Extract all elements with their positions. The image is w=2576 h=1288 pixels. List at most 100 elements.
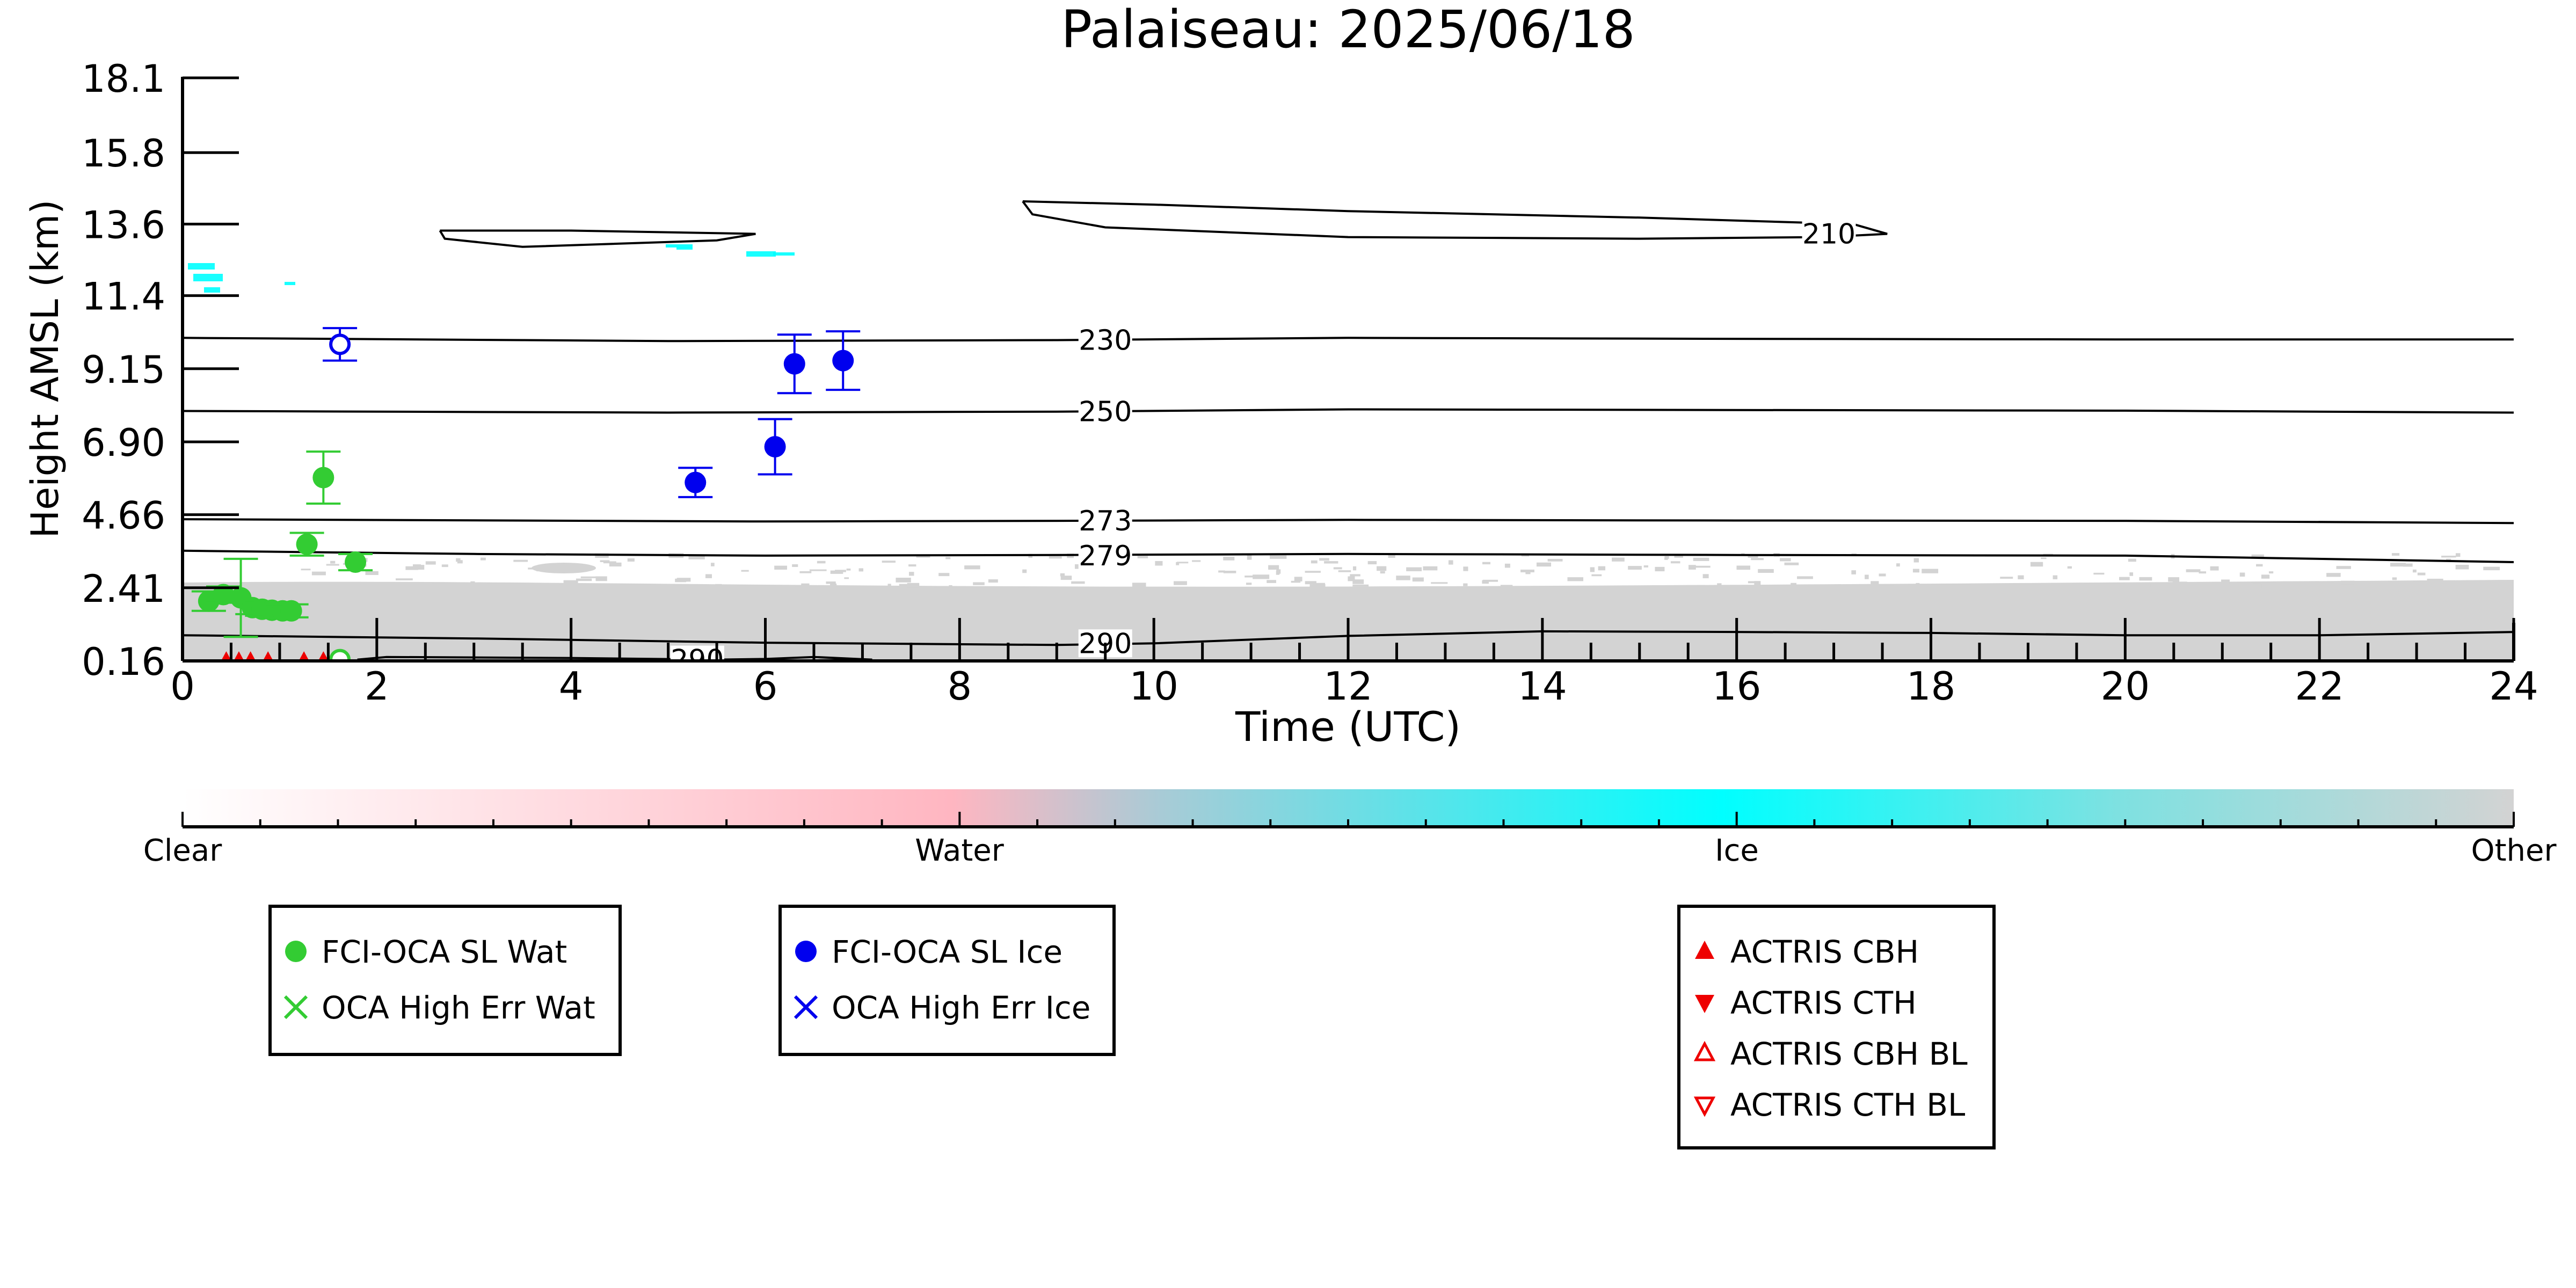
- other-class-speck: [1717, 583, 1722, 587]
- y-tick-label: 13.6: [82, 203, 165, 247]
- other-class-speck: [1748, 581, 1755, 584]
- x-tick-label: 4: [559, 664, 584, 709]
- other-class-speck: [1406, 567, 1422, 571]
- other-class-speck: [1155, 561, 1163, 566]
- contour-label-bg: [1078, 507, 1132, 535]
- y-ticks: 18.1 15.8 13.6 11.4 9.15 6.90 4.66 2.41 0.16: [82, 57, 239, 684]
- other-class-speck: [1276, 570, 1280, 575]
- data-point-triangle: [318, 651, 329, 661]
- data-point: [280, 600, 302, 622]
- other-class-speck: [2441, 555, 2456, 558]
- y-tick-label: 0.16: [82, 640, 165, 684]
- y-tick-label: 11.4: [82, 275, 165, 319]
- other-class-speck: [396, 578, 413, 580]
- other-class-speck: [1352, 584, 1369, 587]
- y-tick-label: 18.1: [82, 57, 165, 101]
- other-class-speck: [2128, 558, 2136, 562]
- other-class-speck: [309, 584, 321, 587]
- other-class-speck: [1137, 556, 1148, 558]
- other-class-speck: [799, 571, 812, 573]
- other-class-speck: [945, 557, 951, 559]
- other-class-speck: [899, 584, 909, 586]
- data-point-triangle: [221, 651, 232, 661]
- ice-class-patch: [188, 263, 215, 270]
- other-class-speck: [1922, 569, 1939, 573]
- other-class-speck: [909, 572, 914, 576]
- other-class-speck: [1305, 581, 1316, 585]
- other-class-speck: [2139, 577, 2152, 581]
- other-class-speck: [1664, 557, 1668, 560]
- legend-marker-circle: [795, 941, 817, 962]
- other-class-speck: [2093, 572, 2105, 575]
- other-class-speck: [1246, 583, 1252, 585]
- legend-label: ACTRIS CTH: [1730, 985, 1917, 1021]
- other-class-speck: [470, 581, 475, 584]
- contour-label: 210: [1802, 219, 1855, 251]
- x-tick-label: 8: [947, 664, 972, 709]
- other-class-speck: [2221, 579, 2230, 584]
- other-class-speck: [301, 569, 311, 571]
- contour-label-bg: [1802, 220, 1856, 248]
- other-class-speck: [2199, 571, 2207, 574]
- colorbar-label-other: Other: [2471, 833, 2557, 868]
- other-class-speck: [580, 576, 596, 578]
- other-class-speck: [441, 564, 448, 567]
- other-class-speck: [2417, 572, 2426, 576]
- other-class-speck: [2129, 572, 2134, 576]
- other-class-speck: [1748, 555, 1758, 558]
- other-class-speck: [1567, 577, 1584, 581]
- legend-label: OCA High Err Wat: [322, 989, 595, 1026]
- contour-label: 230: [1079, 325, 1132, 357]
- axes: [181, 77, 2515, 663]
- other-class-speck: [326, 564, 339, 566]
- y-tick-label: 6.90: [82, 421, 165, 465]
- temperature-contour: [183, 337, 2514, 343]
- other-class-speck: [1338, 570, 1351, 572]
- other-class-speck: [846, 568, 851, 571]
- other-class-speck: [1333, 567, 1342, 570]
- other-class-speck: [2261, 574, 2270, 579]
- data-point: [783, 353, 805, 375]
- other-class-speck: [715, 584, 722, 589]
- legend-frame: [268, 905, 622, 1056]
- other-class-speck: [1482, 562, 1490, 565]
- other-class-speck: [2403, 563, 2413, 567]
- other-class-speck: [1754, 581, 1761, 586]
- data-point: [764, 436, 786, 458]
- data-point: [312, 467, 334, 489]
- other-class-speck: [2018, 575, 2024, 579]
- other-class-speck: [908, 564, 916, 567]
- other-class-speck: [2067, 566, 2072, 569]
- other-class-speck: [425, 561, 436, 565]
- other-class-speck: [2390, 563, 2406, 567]
- other-class-speck: [627, 558, 635, 562]
- other-class-speck: [2341, 580, 2355, 585]
- other-class-speck: [2446, 558, 2451, 561]
- y-tick-label: 9.15: [82, 348, 165, 392]
- other-class-speck: [988, 579, 998, 583]
- other-class-speck: [973, 582, 985, 585]
- other-class-speck: [2172, 581, 2187, 586]
- other-class-speck: [1388, 555, 1395, 558]
- ice-class-patch: [676, 247, 693, 250]
- other-class-speck: [1851, 570, 1856, 574]
- other-class-speck: [2053, 575, 2058, 579]
- data-point-triangle: [234, 651, 244, 661]
- other-class-speck: [405, 566, 419, 570]
- legend-label: ACTRIS CTH BL: [1730, 1087, 1965, 1123]
- x-tick-label: 0: [170, 664, 195, 709]
- x-tick-label: 24: [2489, 664, 2538, 709]
- other-class-speck: [1547, 558, 1563, 562]
- other-class-speck: [1688, 565, 1696, 570]
- other-class-speck: [563, 580, 578, 585]
- ice-class-patch: [773, 252, 795, 256]
- other-class-speck: [2000, 577, 2013, 579]
- x-tick-label: 22: [2295, 664, 2344, 709]
- x-axis-label: Time (UTC): [1235, 703, 1461, 751]
- other-class-speck: [1628, 566, 1642, 570]
- other-class-patch: [532, 563, 596, 573]
- y-tick-label: 2.41: [82, 567, 165, 611]
- x-ticks: 0 2 4 6 8 10 12 14 16 18 20 22 24: [170, 618, 2538, 709]
- legend-marker-circle: [285, 941, 307, 962]
